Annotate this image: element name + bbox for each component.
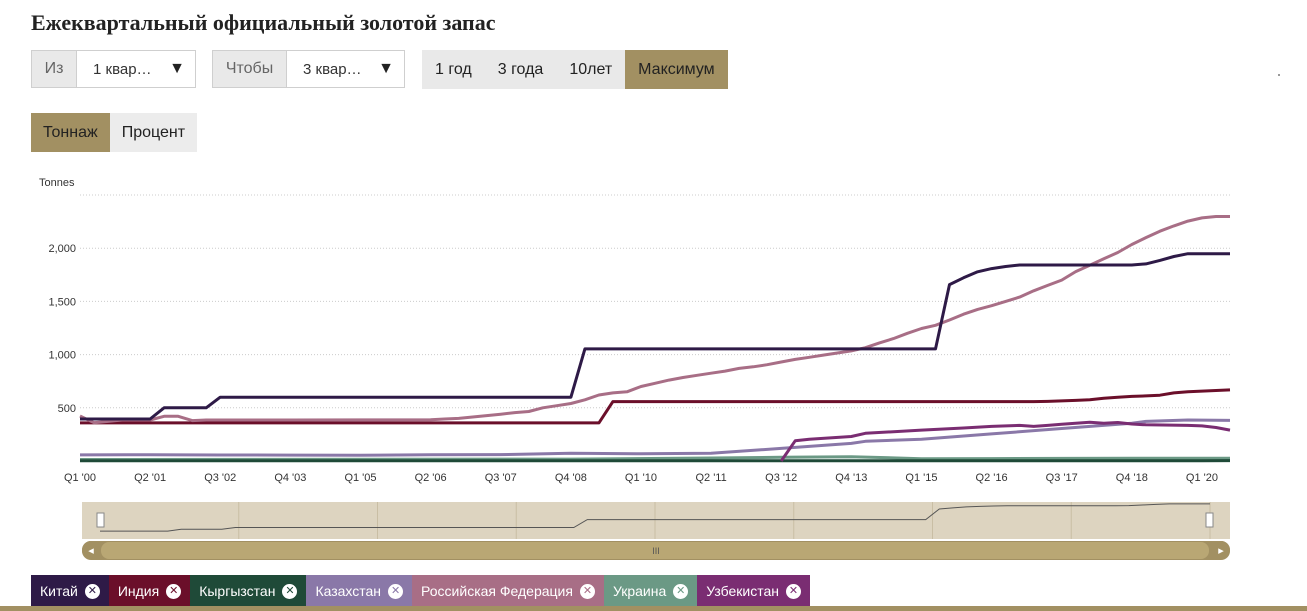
- series-line-0: [80, 252, 1230, 421]
- series-line-6: [779, 420, 1231, 462]
- scrollbar-thumb[interactable]: [101, 542, 1209, 559]
- scroll-left-button[interactable]: [82, 541, 100, 559]
- close-icon[interactable]: ✕: [673, 583, 689, 599]
- x-tick-label: Q1 '20: [1186, 472, 1218, 484]
- range-10y-button[interactable]: 10лет: [569, 60, 613, 78]
- to-label: Чтобы: [212, 50, 286, 88]
- legend-item-india[interactable]: Индия ✕: [108, 575, 191, 607]
- close-icon[interactable]: ✕: [282, 583, 298, 599]
- x-tick-label: Q3 '17: [1046, 472, 1078, 484]
- x-tick-label: Q3 '02: [204, 472, 236, 484]
- tonnage-button[interactable]: Тоннаж: [31, 113, 110, 152]
- y-tick-label: 2,000: [48, 243, 76, 255]
- close-icon[interactable]: ✕: [786, 583, 802, 599]
- from-label: Из: [31, 50, 76, 88]
- decorative-dot: [1278, 74, 1280, 76]
- x-tick-label: Q1 '05: [344, 472, 376, 484]
- series-line-5: [79, 455, 1230, 461]
- legend: Китай ✕ Индия ✕ Кыргызстан ✕ Казахстан ✕…: [31, 575, 811, 607]
- mode-toggle: Тоннаж Процент: [31, 113, 198, 152]
- close-icon[interactable]: ✕: [579, 583, 595, 599]
- from-value: 1 квар…: [93, 60, 152, 78]
- legend-label: Кыргызстан: [199, 583, 276, 599]
- y-tick-label: 1,000: [48, 350, 76, 362]
- legend-item-china[interactable]: Китай ✕: [31, 575, 109, 607]
- navigator-handle-left[interactable]: [96, 512, 105, 528]
- legend-label: Российская Федерация: [421, 583, 573, 599]
- legend-label: Украина: [612, 583, 667, 599]
- chart-svg: Tonnes 500 1,000 1,500 2,000 Q1 '00 Q2 '01 Q3…: [39, 177, 1231, 560]
- series-line-1: [80, 388, 1231, 425]
- navigator-background: [82, 502, 1230, 539]
- close-icon[interactable]: ✕: [84, 583, 100, 599]
- caret-down-icon: ▼: [378, 60, 394, 77]
- y-tick-label: 500: [58, 403, 76, 415]
- x-tick-label: Q4 '08: [555, 472, 587, 484]
- x-tick-label: Q4 '18: [1116, 472, 1148, 484]
- from-select[interactable]: 1 квар… ▼: [76, 50, 196, 88]
- bottom-rule: [0, 606, 1307, 611]
- from-control: Из 1 квар… ▼: [31, 50, 196, 88]
- x-tick-label: Q2 '06: [415, 472, 447, 484]
- to-value: 3 квар…: [303, 60, 362, 78]
- navigator-handle-right[interactable]: [1205, 512, 1214, 528]
- percent-button[interactable]: Процент: [121, 123, 186, 141]
- x-tick-label: Q3 '07: [485, 472, 517, 484]
- legend-item-kyrgyzstan[interactable]: Кыргызстан ✕: [190, 575, 307, 607]
- navigator: III ◂ ▸: [82, 502, 1230, 560]
- navigator-line: [100, 503, 1210, 532]
- legend-label: Китай: [40, 583, 78, 599]
- x-tick-label: Q2 '01: [134, 472, 166, 484]
- range-3y-button[interactable]: 3 года: [497, 60, 544, 78]
- legend-item-russia[interactable]: Российская Федерация ✕: [412, 575, 604, 607]
- y-axis-label: Tonnes: [39, 177, 75, 189]
- scroll-right-icon: ▸: [1218, 545, 1224, 557]
- to-select[interactable]: 3 квар… ▼: [286, 50, 405, 88]
- scroll-right-button[interactable]: [1212, 541, 1230, 559]
- x-tick-label: Q1 '10: [625, 472, 657, 484]
- scrollbar-grip-icon: III: [652, 546, 660, 556]
- series-line-4: [79, 215, 1230, 425]
- series-layer: [79, 215, 1231, 463]
- legend-item-uzbekistan[interactable]: Узбекистан ✕: [697, 575, 811, 607]
- x-tick-label: Q4 '03: [274, 472, 306, 484]
- x-tick-label: Q1 '00: [64, 472, 96, 484]
- legend-label: Узбекистан: [706, 583, 780, 599]
- x-tick-label: Q2 '16: [976, 472, 1008, 484]
- x-tick-label: Q2 '11: [695, 472, 726, 484]
- close-icon[interactable]: ✕: [388, 583, 404, 599]
- range-max-button[interactable]: Максимум: [625, 50, 728, 89]
- caret-down-icon: ▼: [169, 60, 185, 77]
- scroll-left-icon: ◂: [88, 545, 94, 557]
- legend-item-kazakhstan[interactable]: Казахстан ✕: [306, 575, 413, 607]
- range-1y-button[interactable]: 1 год: [435, 60, 472, 78]
- legend-item-ukraine[interactable]: Украина ✕: [603, 575, 698, 607]
- close-icon[interactable]: ✕: [166, 583, 182, 599]
- x-tick-label: Q4 '13: [835, 472, 867, 484]
- range-buttons: 1 год 3 года 10лет Максимум: [422, 50, 728, 89]
- x-tick-label: Q1 '15: [905, 472, 937, 484]
- legend-label: Казахстан: [315, 583, 382, 599]
- x-tick-label: Q3 '12: [765, 472, 797, 484]
- y-tick-label: 1,500: [48, 296, 76, 308]
- to-control: Чтобы 3 квар… ▼: [212, 50, 405, 88]
- x-axis: Q1 '00 Q2 '01 Q3 '02 Q4 '03 Q1 '05 Q2 '06 Q3 '…: [64, 472, 1218, 484]
- page-title: Ежеквартальный официальный золотой запас: [31, 10, 496, 35]
- legend-label: Индия: [117, 583, 160, 599]
